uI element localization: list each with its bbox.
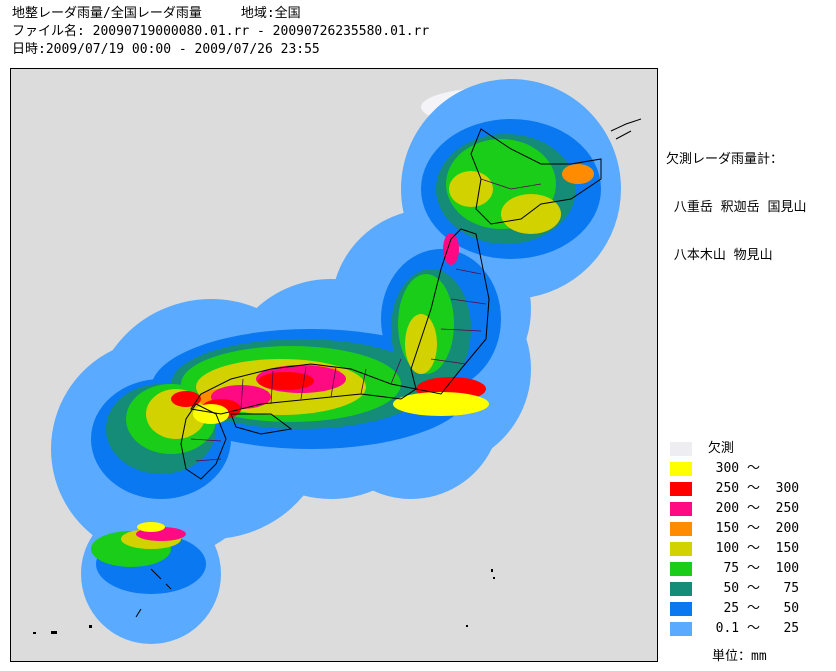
rainfall-coverage — [51, 79, 621, 644]
legend-label: 75 ～ 100 — [700, 561, 800, 576]
legend-swatch — [670, 542, 692, 556]
legend-label: 250 ～ 300 — [700, 481, 800, 496]
legend-swatch — [670, 442, 692, 456]
legend-label: 欠測 — [700, 441, 734, 456]
legend-swatch — [670, 502, 692, 516]
legend-label: 150 ～ 200 — [700, 521, 800, 536]
file-name-line: ファイル名: 20090719000080.01.rr - 2009072623… — [12, 24, 430, 39]
legend-label: 200 ～ 250 — [700, 501, 800, 516]
rainfall-map — [10, 68, 658, 662]
legend-swatch — [670, 562, 692, 576]
islands — [33, 569, 495, 634]
missing-radars: 欠測レーダ雨量計： 八重岳 釈迦岳 国見山 八本木山 物見山 — [666, 120, 806, 280]
rainfall-map-svg — [33, 79, 642, 644]
prefecture-borders — [190, 178, 542, 462]
legend-label: 0.1 ～ 25 — [700, 621, 800, 636]
coastline — [135, 118, 642, 618]
missing-radars-list-1: 八重岳 釈迦岳 国見山 — [666, 200, 807, 215]
missing-radars-title: 欠測レーダ雨量計： — [666, 152, 784, 167]
legend-label: 50 ～ 75 — [700, 581, 800, 596]
legend-swatch — [670, 602, 692, 616]
legend-swatch — [670, 462, 692, 476]
legend-swatch — [670, 582, 692, 596]
legend-swatch — [670, 482, 692, 496]
legend-swatch — [670, 622, 692, 636]
legend-label: 300 ～ — [700, 461, 760, 476]
date-range-line: 日時:2009/07/19 00:00 - 2009/07/26 23:55 — [12, 42, 320, 57]
legend-label: 25 ～ 50 — [700, 601, 800, 616]
missing-radars-list-2: 八本木山 物見山 — [666, 248, 773, 263]
unit-label: 単位：mm — [712, 649, 767, 664]
title-line: 地整レーダ雨量/全国レーダ雨量 地域:全国 — [12, 6, 301, 21]
legend-swatch — [670, 522, 692, 536]
legend-label: 100 ～ 150 — [700, 541, 800, 556]
